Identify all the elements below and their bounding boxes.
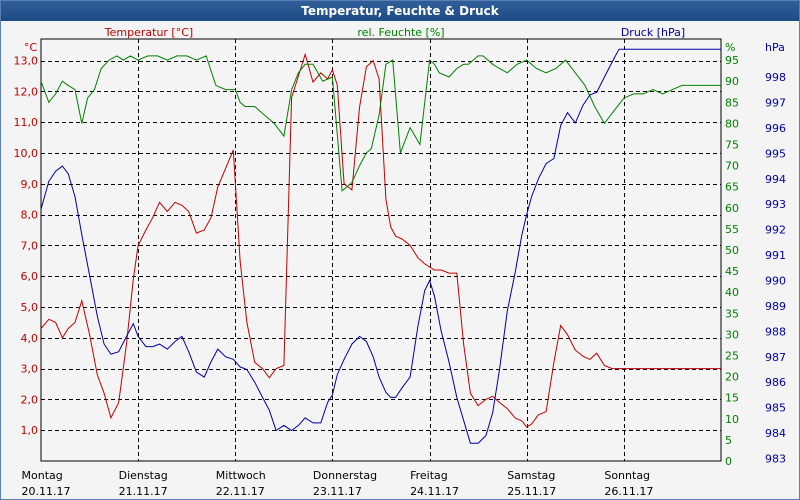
tick-label-temperature: 5,0: [21, 301, 39, 314]
x-tick-date: 20.11.17: [22, 485, 71, 498]
tick-label-humidity: 10: [725, 413, 739, 426]
legend-humidity: rel. Feuchte [%]: [357, 26, 444, 39]
chart-title: Temperatur, Feuchte & Druck: [1, 1, 799, 21]
tick-label-humidity: 90: [725, 75, 739, 88]
tick-label-humidity: 70: [725, 160, 739, 173]
tick-label-pressure: 996: [765, 122, 786, 135]
tick-label-humidity: 15: [725, 392, 739, 405]
tick-label-pressure: 998: [765, 71, 786, 84]
x-tick-date: 25.11.17: [507, 485, 556, 498]
series-line-pressure: [40, 48, 721, 444]
tick-label-pressure: 995: [765, 147, 786, 160]
x-tick-day: Donnerstag: [313, 469, 377, 482]
tick-label-pressure: 989: [765, 300, 786, 313]
x-tick-day: Dienstag: [119, 469, 168, 482]
tick-label-temperature: 6,0: [21, 270, 39, 283]
legend-pressure: Druck [hPa]: [621, 26, 685, 39]
tick-label-humidity: 20: [725, 371, 739, 384]
x-tick-date: 23.11.17: [313, 485, 362, 498]
x-tick-date: 21.11.17: [119, 485, 168, 498]
x-tick-day: Sonntag: [604, 469, 650, 482]
x-tick-date: 24.11.17: [410, 485, 459, 498]
x-tick-day: Montag: [22, 469, 63, 482]
grid: [40, 38, 722, 462]
left-axis-unit: °C: [24, 41, 38, 54]
plot-area: [40, 38, 722, 462]
tick-label-temperature: 8,0: [21, 209, 39, 222]
tick-label-pressure: 986: [765, 376, 786, 389]
tick-label-humidity: 55: [725, 223, 739, 236]
tick-label-humidity: 80: [725, 117, 739, 130]
tick-label-pressure: 984: [765, 427, 786, 440]
tick-label-temperature: 9,0: [21, 178, 39, 191]
tick-label-temperature: 1,0: [21, 424, 39, 437]
tick-label-humidity: 75: [725, 139, 739, 152]
x-tick-day: Samstag: [507, 469, 555, 482]
tick-label-temperature: 11,0: [14, 116, 39, 129]
tick-label-pressure: 990: [765, 275, 786, 288]
x-tick-date: 22.11.17: [216, 485, 265, 498]
tick-label-temperature: 4,0: [21, 332, 39, 345]
right-axis-unit: hPa: [765, 41, 785, 54]
tick-label-pressure: 992: [765, 224, 786, 237]
tick-label-pressure: 983: [765, 452, 786, 465]
tick-label-pressure: 993: [765, 198, 786, 211]
tick-label-humidity: 0: [725, 455, 732, 468]
tick-label-humidity: 40: [725, 286, 739, 299]
tick-label-pressure: 994: [765, 173, 786, 186]
tick-label-humidity: 50: [725, 244, 739, 257]
tick-label-humidity: 5: [725, 434, 732, 447]
x-tick-day: Mittwoch: [216, 469, 266, 482]
tick-label-humidity: 35: [725, 307, 739, 320]
tick-label-temperature: 7,0: [21, 239, 39, 252]
tick-label-temperature: 2,0: [21, 393, 39, 406]
tick-label-humidity: 95: [725, 54, 739, 67]
tick-label-temperature: 12,0: [14, 85, 39, 98]
tick-label-pressure: 991: [765, 249, 786, 262]
series-line-temperature: [40, 52, 721, 428]
tick-label-humidity: 60: [725, 202, 739, 215]
axes: °C Temperatur [°C] rel. Feuchte [%] Druck […: [14, 26, 787, 498]
tick-label-humidity: 30: [725, 328, 739, 341]
legend-temperature: Temperatur [°C]: [104, 26, 193, 39]
tick-label-humidity: 65: [725, 181, 739, 194]
x-tick-day: Freitag: [410, 469, 448, 482]
tick-label-pressure: 987: [765, 351, 786, 364]
tick-label-pressure: 988: [765, 325, 786, 338]
tick-label-humidity: 45: [725, 265, 739, 278]
tick-label-humidity: 85: [725, 96, 739, 109]
series-layer: [40, 48, 721, 444]
series-line-humidity: [40, 55, 721, 192]
tick-label-pressure: 985: [765, 402, 786, 415]
x-tick-date: 26.11.17: [604, 485, 653, 498]
tick-label-humidity: 25: [725, 350, 739, 363]
tick-label-temperature: 3,0: [21, 363, 39, 376]
mid-axis-unit: %: [725, 41, 735, 54]
tick-label-pressure: 997: [765, 97, 786, 110]
tick-label-temperature: 13,0: [14, 55, 39, 68]
tick-label-temperature: 10,0: [14, 147, 39, 160]
